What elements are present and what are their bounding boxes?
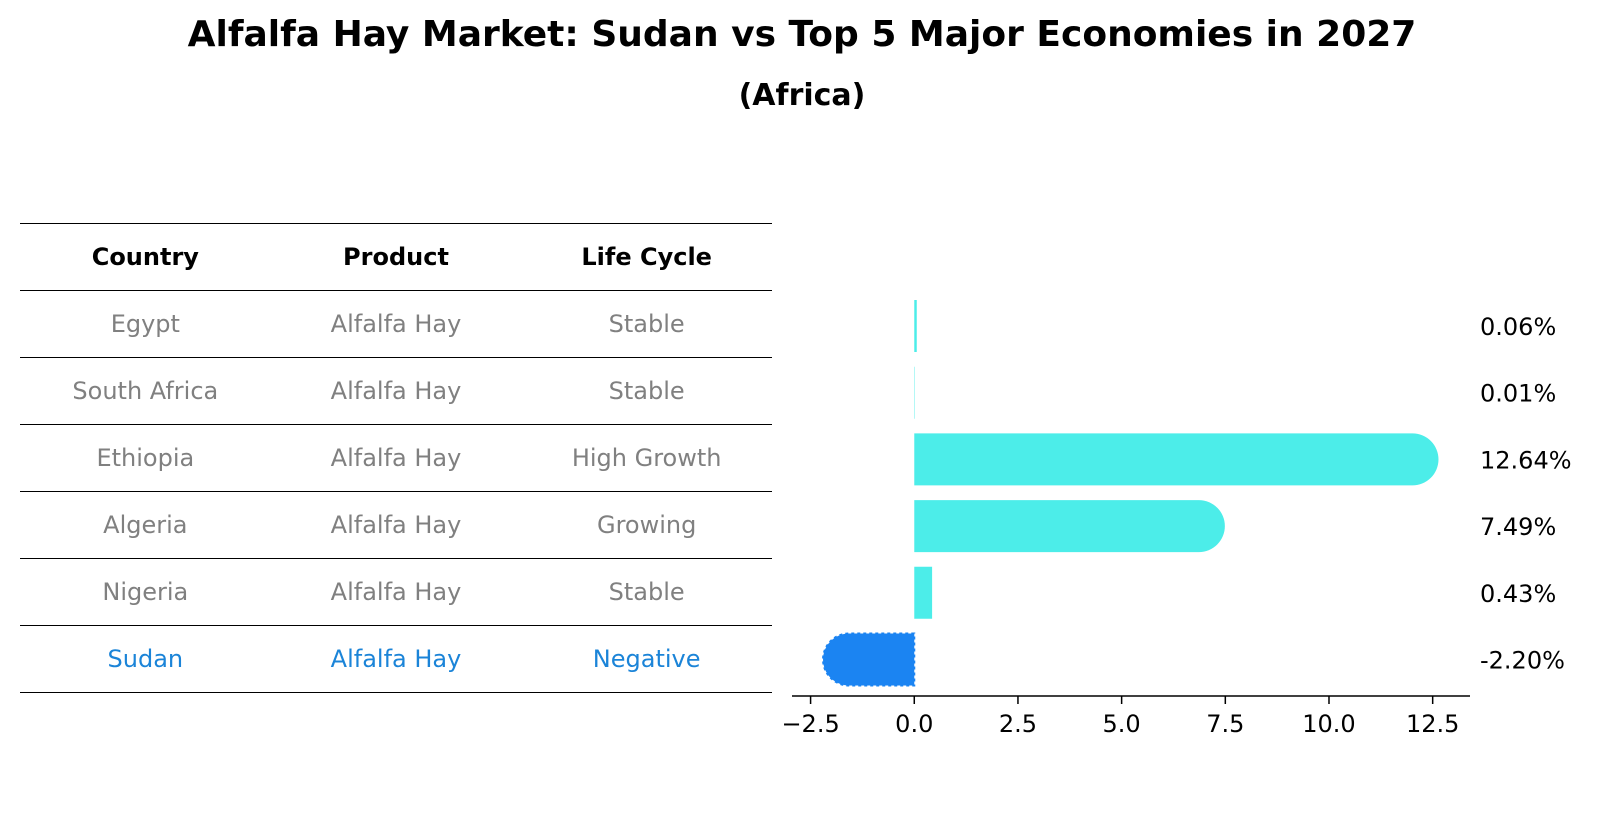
cell-country: Algeria	[20, 491, 271, 559]
table-row: Algeria Alfalfa Hay Growing	[20, 491, 772, 559]
cell-country: Ethiopia	[20, 424, 271, 492]
table-header-row: Country Product Life Cycle	[20, 223, 772, 291]
x-tick-label: 10.0	[1302, 710, 1355, 738]
x-tick-label: 7.5	[1206, 710, 1244, 738]
cell-country: Nigeria	[20, 558, 271, 626]
table-row: Nigeria Alfalfa Hay Stable	[20, 558, 772, 626]
bar-algeria	[914, 500, 1225, 553]
bar-value-label: 12.64%	[1480, 446, 1572, 474]
bar-value-label: 0.01%	[1480, 380, 1556, 408]
bar-value-label: 0.06%	[1480, 313, 1556, 341]
header-product: Product	[270, 223, 522, 291]
table-row: South Africa Alfalfa Hay Stable	[20, 357, 772, 425]
table-row-highlighted: Sudan Alfalfa Hay Negative	[20, 625, 772, 693]
cell-life-cycle: Growing	[521, 491, 772, 559]
cell-country: Egypt	[20, 290, 271, 358]
bar-sudan	[822, 632, 916, 687]
x-tick-label: 12.5	[1406, 710, 1459, 738]
table-row: Ethiopia Alfalfa Hay High Growth	[20, 424, 772, 492]
cell-country: Sudan	[20, 625, 271, 693]
chart-title: Alfalfa Hay Market: Sudan vs Top 5 Major…	[187, 14, 1417, 55]
bar-ethiopia	[914, 433, 1439, 486]
bar-value-label: 7.49%	[1480, 513, 1556, 541]
x-tick-label: 0.0	[895, 710, 933, 738]
cell-life-cycle: Negative	[521, 625, 772, 693]
cell-product: Alfalfa Hay	[270, 491, 522, 559]
x-tick-label: 5.0	[1103, 710, 1141, 738]
x-tick-label: 2.5	[999, 710, 1037, 738]
cell-product: Alfalfa Hay	[270, 290, 522, 358]
bar-nigeria	[914, 566, 933, 619]
cell-life-cycle: High Growth	[521, 424, 772, 492]
bar-value-label: -2.20%	[1480, 647, 1565, 675]
bar-value-label: 0.43%	[1480, 580, 1556, 608]
cell-product: Alfalfa Hay	[270, 558, 522, 626]
header-country: Country	[20, 223, 271, 291]
bar-egypt	[914, 300, 917, 352]
header-life-cycle: Life Cycle	[521, 223, 772, 291]
cell-life-cycle: Stable	[521, 558, 772, 626]
chart-subtitle: (Africa)	[738, 78, 866, 113]
cell-product: Alfalfa Hay	[270, 357, 522, 425]
cell-product: Alfalfa Hay	[270, 424, 522, 492]
x-tick-label: −2.5	[781, 710, 839, 738]
cell-product: Alfalfa Hay	[270, 625, 522, 693]
cell-country: South Africa	[20, 357, 271, 425]
cell-life-cycle: Stable	[521, 290, 772, 358]
table-row: Egypt Alfalfa Hay Stable	[20, 290, 772, 358]
data-table: Country Product Life Cycle Egypt Alfalfa…	[20, 223, 772, 693]
